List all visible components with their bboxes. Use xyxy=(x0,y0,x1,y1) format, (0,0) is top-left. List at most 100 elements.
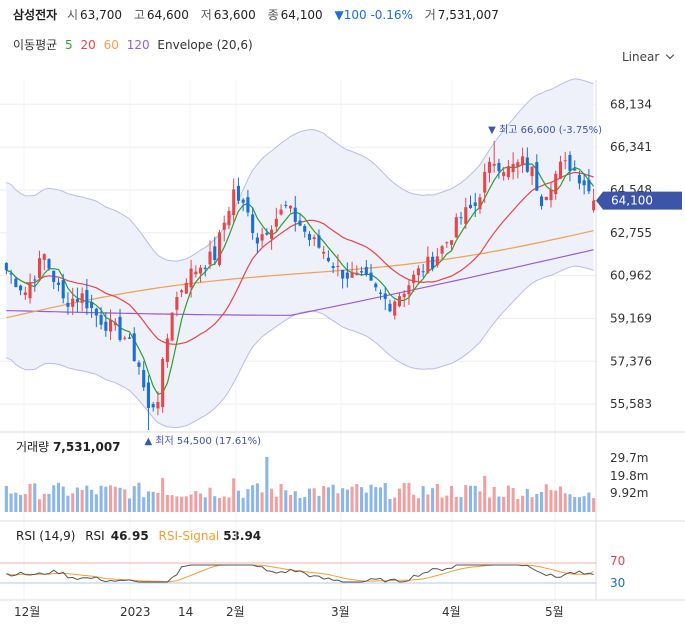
candle-body xyxy=(236,185,240,201)
volume-bar xyxy=(19,494,23,512)
volume-bar xyxy=(33,483,37,512)
volume-bar xyxy=(535,493,539,512)
candle-body xyxy=(156,402,160,409)
volume-bar xyxy=(161,478,165,512)
candle-body xyxy=(492,163,496,166)
candle-body xyxy=(426,256,430,273)
high-value: 64,600 xyxy=(146,8,189,22)
volume-bar xyxy=(99,485,103,512)
volume-bar xyxy=(52,485,56,512)
volume-bar xyxy=(303,497,307,512)
candle-body xyxy=(307,234,312,240)
candle-body xyxy=(175,297,179,310)
vol-tick-label: 9.92m xyxy=(610,486,648,500)
volume-bar xyxy=(113,486,117,512)
volume-bar xyxy=(279,484,283,512)
volume-bar xyxy=(109,485,113,512)
volume-bar xyxy=(222,496,226,512)
candle-body xyxy=(592,200,596,211)
volume-bar xyxy=(478,491,482,512)
volume-bar xyxy=(421,486,425,512)
volume-bar xyxy=(426,494,430,512)
volume-bar xyxy=(118,487,122,512)
low-annotation: ▲ 최저 54,500 (17.61%) xyxy=(144,435,261,447)
candle-body xyxy=(52,270,56,282)
volume-bar xyxy=(511,488,515,512)
candle-body xyxy=(184,282,188,294)
volume-bar xyxy=(336,493,340,512)
candle-body xyxy=(42,254,46,260)
volume-bar xyxy=(592,498,596,512)
ma120-line xyxy=(6,249,594,316)
open-label: 시 xyxy=(67,8,79,22)
candle-body xyxy=(407,285,411,295)
candle-body xyxy=(473,202,477,206)
volume-bar xyxy=(23,493,27,512)
envelope-label: Envelope (20,6) xyxy=(157,38,253,52)
volume-bar xyxy=(364,492,368,512)
volume-bar xyxy=(288,495,293,512)
candle-body xyxy=(360,271,364,273)
x-axis: 12월 2023 14 2월 3월 4월 5월 xyxy=(14,605,564,619)
high-annotation: ▼ 최고 66,600 (-3.75%) xyxy=(488,124,602,136)
candle-body xyxy=(378,292,383,294)
candle-body xyxy=(322,251,326,254)
volume-bar xyxy=(360,487,364,512)
volume-bar xyxy=(42,493,46,512)
volume-bar xyxy=(194,491,198,512)
x-label: 14 xyxy=(178,605,193,619)
volume-bar xyxy=(208,487,212,512)
candle-body xyxy=(502,172,506,177)
candle-body xyxy=(421,271,425,273)
stock-name: 삼성전자 xyxy=(13,8,58,22)
ma5-label: 5 xyxy=(65,38,73,52)
ma5-line xyxy=(6,163,595,396)
rsi-axis: 70 30 xyxy=(610,554,625,590)
candle-body xyxy=(56,282,61,285)
scale-selector-label: Linear xyxy=(622,50,660,64)
candle-body xyxy=(525,157,529,172)
ma-legend[interactable]: 이동평균 5 20 60 120 Envelope (20,6) xyxy=(13,36,257,53)
candle-body xyxy=(251,214,255,234)
candle-body xyxy=(539,196,544,207)
volume-bar xyxy=(563,493,567,512)
volume-bar xyxy=(454,496,458,512)
price-tick-label: 59,169 xyxy=(610,311,652,325)
candle-body xyxy=(9,273,13,275)
scale-selector[interactable]: Linear xyxy=(622,50,675,64)
volume-bar xyxy=(577,497,581,512)
candle-body xyxy=(23,292,27,296)
candle-body xyxy=(563,160,567,162)
volume-bar xyxy=(241,497,245,512)
candle-body xyxy=(450,240,454,245)
volume-bar xyxy=(132,486,136,512)
x-label: 5월 xyxy=(545,605,564,619)
volume-bar xyxy=(123,489,127,512)
volume-bar xyxy=(293,491,297,512)
volume-bar xyxy=(104,486,108,512)
candle-body xyxy=(284,204,288,206)
rsi-level-30: 30 xyxy=(610,576,625,590)
rsi-signal-line xyxy=(6,564,594,583)
volume-bar xyxy=(331,484,335,512)
volume-bar xyxy=(189,494,193,512)
candle-body xyxy=(577,174,581,184)
candle-body xyxy=(355,272,359,275)
rsi-label: RSI xyxy=(85,529,105,543)
volume-bar xyxy=(94,494,98,512)
candle-body xyxy=(440,246,444,254)
candle-body xyxy=(94,308,98,316)
volume-value: 7,531,007 xyxy=(437,8,499,22)
volume-bar xyxy=(37,499,42,512)
volume-bar xyxy=(450,485,454,512)
candle-body xyxy=(255,237,259,244)
candle-body xyxy=(142,370,146,388)
volume-bar xyxy=(156,492,160,512)
candle-body xyxy=(217,232,222,265)
volume-bar xyxy=(341,488,345,512)
volume-bar xyxy=(582,496,586,512)
x-label: 12월 xyxy=(14,605,40,619)
candle-body xyxy=(194,271,198,275)
rsi-signal-label: RSI-Signal xyxy=(158,529,220,543)
